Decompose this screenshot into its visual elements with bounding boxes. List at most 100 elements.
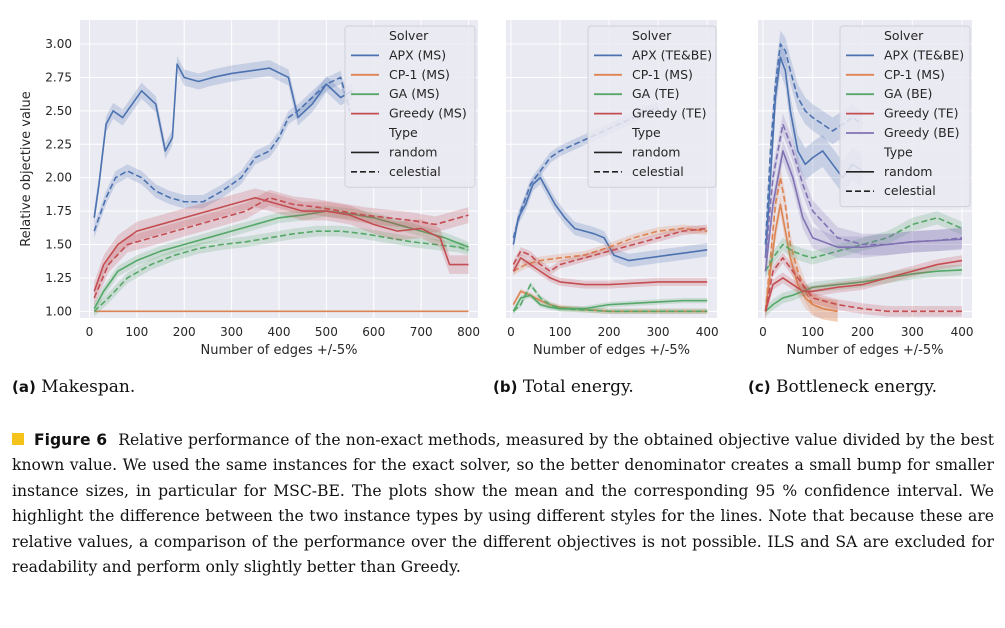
- panel-1-legend-entry: APX (MS): [389, 47, 446, 62]
- panel-3-series-3-ci-band: [765, 193, 838, 323]
- panel-2-series-7-ci-band: [513, 253, 708, 289]
- panel-3-legend-celestial: celestial: [884, 183, 936, 198]
- panel-1-xtick-label: 200: [173, 325, 196, 339]
- panel-2-xtick-label: 200: [598, 325, 621, 339]
- panel-1-series-7-line: [93, 196, 469, 299]
- panel-1-xtick-label: 800: [457, 325, 480, 339]
- panel-1-legend-title: Solver: [389, 28, 429, 43]
- panel-2-legend-entry: CP-1 (MS): [632, 67, 693, 82]
- panel-2-xlabel: Number of edges +/-5%: [533, 343, 690, 358]
- panel-2-xtick-label: 400: [696, 325, 719, 339]
- panel-2-series-6-line: [512, 283, 708, 313]
- panel-1-legend-type-title: Type: [388, 125, 418, 140]
- panel-1-series-5-line: [93, 230, 469, 312]
- figure-canvas: 1.00 1.25 1.50 1.75 2.00 2.25 2.50 2.75 3.00 0 100…: [19, 20, 973, 358]
- panel-3-xtick-label: 400: [951, 325, 974, 339]
- panel-2-legend-celestial: celestial: [632, 164, 684, 179]
- figure-caption: Figure 6 Relative performance of the non…: [12, 428, 994, 580]
- panel-1-xtick-label: 700: [410, 325, 433, 339]
- panel-3-series-6-line: [764, 216, 963, 272]
- panel-1-ylabel: Relative objective value: [19, 91, 34, 247]
- panel-1-xlabel: Number of edges +/-5%: [200, 343, 357, 358]
- panel-1-xtick-label: 600: [362, 325, 385, 339]
- panel-3-legend-entry: Greedy (BE): [884, 125, 959, 140]
- panel-3-xlabel: Number of edges +/-5%: [786, 343, 943, 358]
- panel-1-series-5-ci-band: [94, 225, 469, 317]
- caption-text: Relative performance of the non-exact me…: [12, 431, 994, 577]
- panel-3-series-5-line: [764, 269, 963, 312]
- panel-3-series-7-line: [764, 259, 963, 312]
- panel-2-legend-title: Solver: [632, 28, 672, 43]
- panel-1-series-6-line: [93, 196, 469, 292]
- panel-1-ytick-label: 1.75: [45, 204, 72, 218]
- panel-1-legend-entry: GA (MS): [389, 86, 440, 101]
- panel-3-xtick-label: 100: [801, 325, 824, 339]
- panel-3-series-4-line: [764, 176, 838, 313]
- subcaption-b-label: (b): [493, 378, 518, 396]
- panel-1-series-4-line: [93, 210, 469, 310]
- panel-1-legend-random: random: [389, 144, 437, 159]
- panel-1-xtick-label: 0: [86, 325, 94, 339]
- panel-2-legend-entry: GA (TE): [632, 86, 680, 101]
- panel-2-xtick-label: 300: [647, 325, 670, 339]
- subcaption-c: (c) Bottleneck energy.: [748, 377, 937, 397]
- panel-3-series-9-ci-band: [765, 140, 963, 282]
- panel-3-legend-box: [839, 25, 971, 208]
- panel-1: 1.00 1.25 1.50 1.75 2.00 2.25 2.50 2.75 3.00 0 100…: [19, 20, 480, 358]
- panel-1-ytick-label: 2.00: [45, 171, 72, 185]
- panel-1-series-7-ci-band: [94, 189, 469, 306]
- panel-2-legend-random: random: [632, 144, 680, 159]
- subcaption-a-label: (a): [12, 378, 36, 396]
- panel-2-series-4-line: [512, 227, 708, 272]
- panel-1-xtick-label: 500: [315, 325, 338, 339]
- panel-2-xtick-label: 0: [507, 325, 515, 339]
- panel-1-series-1-line: [93, 63, 353, 218]
- panel-2-legend-entry: Greedy (TE): [632, 106, 707, 121]
- subcaption-b: (b) Total energy.: [493, 377, 634, 397]
- panel-1-ytick-label: 1.25: [45, 271, 72, 285]
- panel-2-series-8-line: [512, 227, 708, 273]
- caption-label: Figure 6: [34, 431, 108, 449]
- panel-2-legend-entry: APX (TE&BE): [632, 47, 712, 62]
- panel-1-xtick-label: 300: [220, 325, 243, 339]
- panel-1-legend-entry: CP-1 (MS): [389, 67, 450, 82]
- panel-3-legend-entry: APX (TE&BE): [884, 47, 964, 62]
- panel-3: 0 100 200 300 400 Number of edges +/-5% Solver…: [758, 20, 973, 358]
- panel-3-legend-entry: CP-1 (MS): [884, 67, 945, 82]
- panel-2-series-4-ci-band: [513, 224, 708, 276]
- panel-1-xtick-label: 100: [125, 325, 148, 339]
- panel-3-legend-type-title: Type: [883, 144, 913, 159]
- panel-1-ytick-label: 2.25: [45, 137, 72, 151]
- panel-1-legend-box: [344, 25, 476, 188]
- panel-1-legend-celestial: celestial: [389, 164, 441, 179]
- subcaption-c-text: Bottleneck energy.: [776, 377, 937, 397]
- panel-3-xtick-label: 300: [901, 325, 924, 339]
- panel-1-ytick-label: 2.75: [45, 70, 72, 84]
- panel-1-ytick-label: 1.00: [45, 304, 72, 318]
- subcaption-a: (a) Makespan.: [12, 377, 135, 397]
- panel-3-series-8-ci-band: [765, 252, 963, 317]
- panel-3-series-10-line: [764, 123, 963, 258]
- panel-3-legend-entry: Greedy (TE): [884, 106, 959, 121]
- panel-3-xtick-label: 0: [759, 325, 767, 339]
- subcaption-a-text: Makespan.: [41, 377, 136, 397]
- panel-2: 0 100 200 300 400 Number of edges +/-5% Solver…: [506, 20, 719, 358]
- subcaption-c-label: (c): [748, 378, 771, 396]
- panel-3-legend-title: Solver: [884, 28, 924, 43]
- panel-1-xtick-label: 400: [268, 325, 291, 339]
- panel-1-ytick-label: 2.50: [45, 104, 72, 118]
- panel-2-series-1-line: [512, 176, 708, 262]
- panel-1-legend-entry: Greedy (MS): [389, 106, 467, 121]
- panel-3-series-5-ci-band: [765, 264, 963, 317]
- panel-3-xtick-label: 200: [851, 325, 874, 339]
- caption-marker-icon: [12, 433, 24, 445]
- panel-1-series-2-ci-band: [94, 70, 351, 238]
- panel-2-legend-type-title: Type: [631, 125, 661, 140]
- panel-2-legend-box: [587, 25, 717, 188]
- panel-2-series-7-line: [512, 257, 708, 286]
- panel-3-legend-random: random: [884, 164, 932, 179]
- subcaption-b-text: Total energy.: [522, 377, 634, 397]
- panel-2-xtick-label: 100: [549, 325, 572, 339]
- panel-1-ytick-label: 1.50: [45, 238, 72, 252]
- panel-3-series-8-line: [764, 257, 963, 313]
